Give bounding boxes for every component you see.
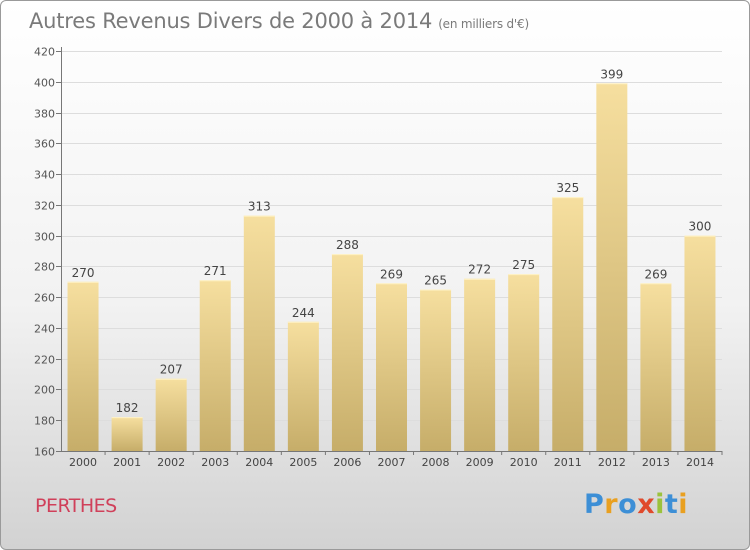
data-label: 313 — [248, 200, 271, 214]
y-tick-label: 320 — [34, 200, 55, 213]
data-label: 244 — [292, 306, 315, 320]
y-tick-label: 360 — [34, 138, 55, 151]
x-tick-label: 2002 — [157, 456, 185, 469]
data-label: 325 — [556, 181, 579, 195]
chart-title: Autres Revenus Divers de 2000 à 2014 (en … — [29, 9, 529, 33]
data-label: 270 — [72, 266, 95, 280]
axes: 160 180 200 220 240 260 280 300 320 340 360 380 400 4… — [34, 46, 723, 469]
bar — [508, 274, 540, 451]
data-label: 399 — [600, 67, 623, 81]
bar — [67, 281, 99, 451]
bars — [67, 83, 716, 452]
bar — [287, 321, 319, 451]
y-tick-label: 280 — [34, 261, 55, 274]
y-tick-label: 180 — [34, 415, 55, 428]
y-tick-label: 400 — [34, 77, 55, 90]
logo-letter: P — [584, 489, 605, 520]
logo-letter: t — [664, 489, 679, 520]
x-tick-label: 2007 — [378, 456, 406, 469]
y-tick-label: 420 — [34, 46, 55, 59]
data-label: 207 — [160, 363, 183, 377]
x-tick-label: 2003 — [201, 456, 229, 469]
bar — [552, 197, 584, 451]
data-labels: 270 182 207 271 313 244 288 269 265 272 275 325 399 2… — [72, 67, 712, 415]
data-label: 269 — [644, 267, 667, 281]
y-tick-label: 260 — [34, 292, 55, 305]
x-tick-label: 2001 — [113, 456, 141, 469]
data-label: 288 — [336, 238, 359, 252]
data-label: 269 — [380, 267, 403, 281]
x-tick-label: 2008 — [422, 456, 450, 469]
logo-letter: i — [678, 489, 689, 520]
x-tick-label: 2000 — [69, 456, 97, 469]
data-label: 275 — [512, 258, 535, 272]
x-tick-label: 2004 — [245, 456, 273, 469]
y-tick-label: 240 — [34, 323, 55, 336]
logo-letter: x — [637, 489, 656, 520]
x-tick-label: 2006 — [333, 456, 361, 469]
bar — [376, 283, 407, 451]
x-tick-label: 2013 — [642, 456, 670, 469]
x-tick-label: 2005 — [289, 456, 317, 469]
x-tick-label: 2014 — [686, 456, 714, 469]
bar — [420, 289, 452, 451]
chart-title-text: Autres Revenus Divers de 2000 à 2014 — [29, 9, 433, 33]
town-name: PERTHES — [35, 495, 117, 517]
x-tick-label: 2012 — [598, 456, 626, 469]
x-tick-label: 2011 — [554, 456, 582, 469]
logo-letter: r — [604, 489, 619, 520]
y-tick-label: 340 — [34, 169, 55, 182]
proxiti-logo[interactable]: Proxiti — [584, 489, 688, 520]
bar — [640, 283, 672, 451]
bar — [199, 280, 231, 451]
y-tick-label: 160 — [34, 446, 55, 459]
data-label: 182 — [116, 401, 139, 415]
y-tick-label: 220 — [34, 354, 55, 367]
bar — [155, 378, 187, 451]
bar — [464, 278, 496, 451]
y-tick-label: 300 — [34, 231, 55, 244]
bar — [684, 235, 716, 451]
data-label: 265 — [424, 273, 447, 287]
y-tick-label: 380 — [34, 108, 55, 121]
data-label: 272 — [468, 263, 491, 277]
chart-subtitle: (en milliers d'€) — [438, 17, 529, 31]
logo-letter: o — [618, 489, 638, 520]
y-tick-label: 200 — [34, 384, 55, 397]
bar — [111, 417, 143, 451]
data-label: 300 — [689, 220, 712, 234]
x-tick-label: 2009 — [466, 456, 494, 469]
data-label: 271 — [204, 264, 227, 278]
bar — [331, 254, 363, 451]
bar — [243, 215, 275, 451]
x-tick-label: 2010 — [510, 456, 538, 469]
logo-letter: i — [655, 489, 665, 520]
bar — [596, 83, 628, 452]
